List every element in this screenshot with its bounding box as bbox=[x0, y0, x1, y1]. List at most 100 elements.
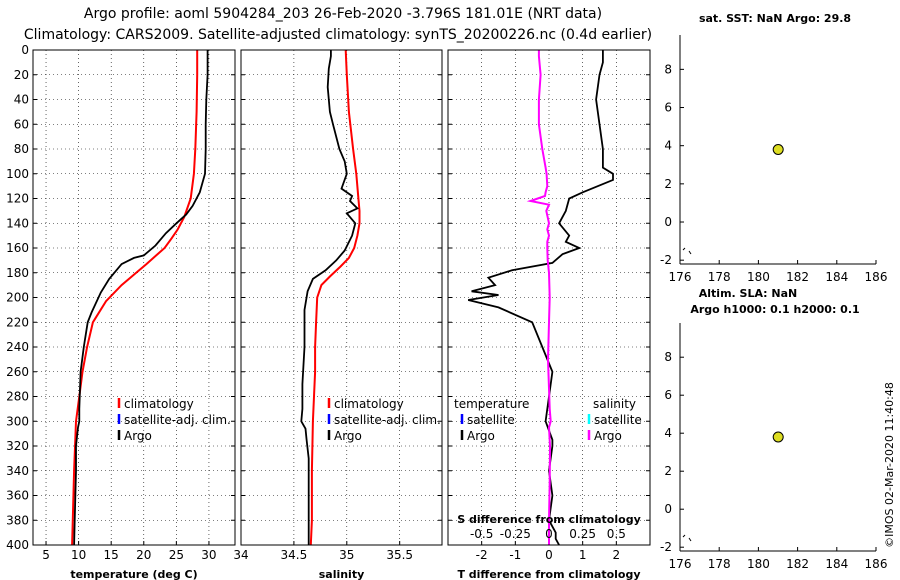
sst_map-xtick-label: 186 bbox=[865, 270, 888, 284]
temperature-ytick-label: 120 bbox=[6, 192, 29, 206]
sla_map-ytick-label: 6 bbox=[664, 388, 672, 402]
temperature-xtick-label: 20 bbox=[136, 548, 151, 562]
temperature-ytick-label: 200 bbox=[6, 291, 29, 305]
sst_map-coast-fragment bbox=[682, 247, 692, 255]
temperature-ytick-label: 320 bbox=[6, 439, 29, 453]
sst_map-xtick-label: 184 bbox=[825, 270, 848, 284]
salinity-xtick-label: 34.5 bbox=[281, 548, 308, 562]
differences-xtick-top-label: 0.5 bbox=[607, 527, 626, 541]
sla_map-ytick-label: 2 bbox=[664, 464, 672, 478]
salinity-legend-label: satellite-adj. clim. bbox=[334, 413, 441, 427]
salinity-series-argo bbox=[300, 50, 359, 545]
sla_map-xtick-label: 178 bbox=[708, 557, 731, 571]
temperature-ytick-label: 380 bbox=[6, 513, 29, 527]
temperature-ytick-label: 40 bbox=[14, 93, 29, 107]
differences-frame bbox=[447, 49, 651, 546]
salinity-xtick-label: 35 bbox=[339, 548, 354, 562]
sla_map-ytick-label: 0 bbox=[664, 502, 672, 516]
temperature-xlabel: temperature (deg C) bbox=[70, 568, 197, 580]
differences-left-legend-label: satellite bbox=[467, 413, 515, 427]
temperature-xtick-label: 5 bbox=[42, 548, 50, 562]
title-line-1: Argo profile: aoml 5904284_203 26-Feb-20… bbox=[84, 6, 602, 22]
sla_map-ytick-label: -2 bbox=[660, 540, 672, 554]
sla_map-xtick-label: 184 bbox=[825, 557, 848, 571]
differences-xtick-label: -1 bbox=[509, 548, 521, 562]
sst_map-ytick-label: 0 bbox=[664, 215, 672, 229]
differences-right-legend-label: Argo bbox=[594, 429, 622, 443]
sst_map-ytick-label: -2 bbox=[660, 253, 672, 267]
salinity-legend-label: climatology bbox=[334, 397, 404, 411]
sla-map-title: Altim. SLA: NaN bbox=[699, 287, 798, 300]
sst_map-ytick-label: 6 bbox=[664, 101, 672, 115]
temperature-ytick-label: 400 bbox=[6, 538, 29, 552]
temperature-ytick-label: 360 bbox=[6, 489, 29, 503]
sst_map-ytick-label: 4 bbox=[664, 139, 672, 153]
temperature-ytick-label: 220 bbox=[6, 315, 29, 329]
temperature-xtick-label: 25 bbox=[169, 548, 184, 562]
salinity-frame bbox=[240, 49, 443, 546]
sla_map-xtick-label: 176 bbox=[669, 557, 692, 571]
differences-xtick-top-label: 0.25 bbox=[569, 527, 596, 541]
footer-stamp: ©IMOS 02-Mar-2020 11:40:48 bbox=[883, 382, 896, 548]
sla_map-coast-fragment bbox=[682, 534, 692, 542]
sla_map-ytick-label: 8 bbox=[664, 350, 672, 364]
salinity-xlabel: salinity bbox=[319, 568, 365, 580]
sst_map-xtick-label: 180 bbox=[747, 270, 770, 284]
temperature-xtick-label: 10 bbox=[71, 548, 86, 562]
temperature-ytick-label: 80 bbox=[14, 142, 29, 156]
temperature-ytick-label: 240 bbox=[6, 340, 29, 354]
differences-series-salinity-argo bbox=[526, 50, 552, 545]
sst_map-xtick-label: 182 bbox=[786, 270, 809, 284]
temperature-legend-label: Argo bbox=[124, 429, 152, 443]
differences-xtick-label: 1 bbox=[579, 548, 587, 562]
temperature-ytick-label: 20 bbox=[14, 68, 29, 82]
salinity-legend-label: Argo bbox=[334, 429, 362, 443]
temperature-ytick-label: 180 bbox=[6, 266, 29, 280]
differences-xtick-label: 2 bbox=[613, 548, 621, 562]
temperature-xtick-label: 30 bbox=[201, 548, 216, 562]
salinity-xtick-label: 35.5 bbox=[386, 548, 413, 562]
temperature-legend-label: climatology bbox=[124, 397, 194, 411]
sst-map-title: sat. SST: NaN Argo: 29.8 bbox=[699, 12, 851, 25]
sst_map-ytick-label: 2 bbox=[664, 177, 672, 191]
differences-left-legend-label: Argo bbox=[467, 429, 495, 443]
differences-xtick-top-label: -0.25 bbox=[500, 527, 531, 541]
differences-xtick-top-label: -0.5 bbox=[470, 527, 493, 541]
temperature-ytick-label: 140 bbox=[6, 216, 29, 230]
sla_map-xtick-label: 182 bbox=[786, 557, 809, 571]
temperature-xtick-label: 15 bbox=[104, 548, 119, 562]
sst_map-xtick-label: 176 bbox=[669, 270, 692, 284]
sst_map-xtick-label: 178 bbox=[708, 270, 731, 284]
differences-xtick-top-label: 0 bbox=[545, 527, 553, 541]
temperature-ytick-label: 100 bbox=[6, 167, 29, 181]
temperature-ytick-label: 260 bbox=[6, 365, 29, 379]
differences-legend-heading: temperature bbox=[454, 397, 529, 411]
sla_map-ytick-label: 4 bbox=[664, 426, 672, 440]
differences-legend-heading: salinity bbox=[593, 397, 636, 411]
temperature-series-argo bbox=[73, 50, 209, 546]
differences-xtick-label: 0 bbox=[545, 548, 553, 562]
sst_map-profile-marker bbox=[772, 144, 784, 155]
sla-map-subtitle: Argo h1000: 0.1 h2000: 0.1 bbox=[690, 303, 859, 316]
salinity-xtick-label: 34 bbox=[233, 548, 248, 562]
differences-xtick-label: -2 bbox=[476, 548, 488, 562]
temperature-ytick-label: 280 bbox=[6, 390, 29, 404]
differences-series-temperature-argo bbox=[467, 50, 614, 546]
title-line-2: Climatology: CARS2009. Satellite-adjuste… bbox=[24, 27, 652, 43]
sla_map-xtick-label: 186 bbox=[865, 557, 888, 571]
temperature-ytick-label: 160 bbox=[6, 241, 29, 255]
temperature-frame bbox=[32, 49, 236, 546]
salinity-series-climatology bbox=[309, 49, 361, 546]
temperature-ytick-label: 340 bbox=[6, 464, 29, 478]
temperature-series-climatology bbox=[71, 50, 199, 546]
sla_map-profile-marker bbox=[772, 431, 784, 443]
differences-right-legend-label: satellite bbox=[594, 413, 642, 427]
temperature-ytick-label: 300 bbox=[6, 414, 29, 428]
temperature-legend-label: satellite-adj. clim. bbox=[124, 413, 231, 427]
differences-xlabel: T difference from climatology bbox=[457, 568, 640, 580]
temperature-ytick-label: 60 bbox=[14, 117, 29, 131]
sst_map-ytick-label: 8 bbox=[664, 62, 672, 76]
differences-xlabel-top: S difference from climatology bbox=[457, 513, 641, 526]
